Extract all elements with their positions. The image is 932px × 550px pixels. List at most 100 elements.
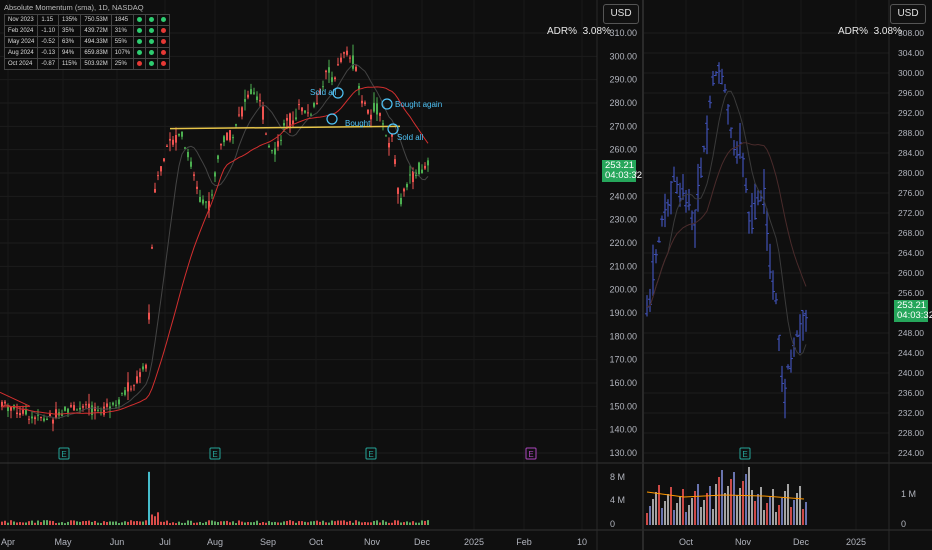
price-axis-tick: 248.00 — [898, 328, 924, 338]
stats-cell-cnt: 1845 — [110, 14, 135, 26]
volume-bar — [733, 472, 735, 525]
price-axis-tick: 160.00 — [609, 378, 637, 388]
volume-bar — [697, 484, 699, 525]
time-axis-tick: Dec — [414, 537, 431, 547]
left-chart-panel[interactable]: 310.00300.00290.00280.00270.00260.00250.… — [0, 0, 642, 550]
trade-annotation: Sold all — [310, 88, 336, 97]
signal-dot-icon — [149, 16, 155, 22]
candle-body — [91, 405, 93, 415]
stats-cell-period: Nov 2023 — [3, 14, 39, 26]
left-price-chart[interactable]: 310.00300.00290.00280.00270.00260.00250.… — [0, 0, 642, 550]
earnings-marker-icon — [58, 447, 70, 460]
volume-bar — [226, 520, 228, 525]
signal-dot-icon — [137, 49, 143, 55]
volume-bar — [97, 522, 99, 525]
volume-bar — [55, 523, 57, 525]
volume-bar — [700, 507, 702, 525]
candle-body — [325, 70, 327, 73]
earnings-marker-icon — [209, 447, 221, 460]
signal-dot-icon — [161, 60, 167, 66]
signal-dot-icon — [161, 16, 167, 22]
stats-cell-vol: 494.33M — [80, 36, 112, 48]
candle-body — [283, 123, 285, 126]
currency-selector[interactable]: USD — [603, 4, 639, 24]
earnings-marker-label: E — [368, 450, 373, 459]
candle-body — [358, 85, 360, 90]
panel-divider[interactable] — [642, 0, 644, 550]
signal-dot-icon — [149, 38, 155, 44]
candle-body — [112, 402, 114, 405]
price-axis-tick: 292.00 — [898, 108, 924, 118]
candle-body — [337, 64, 339, 66]
time-axis-tick: Dec — [793, 537, 810, 547]
volume-bar — [760, 487, 762, 525]
candle-body — [109, 406, 111, 409]
trade-annotation: Sold all — [397, 133, 423, 142]
volume-bar — [115, 521, 117, 525]
candle-body — [46, 418, 48, 420]
volume-bar — [670, 487, 672, 525]
candle-body — [259, 100, 261, 102]
volume-bar — [754, 501, 756, 525]
stats-signal-cell — [157, 58, 171, 70]
candle-body — [265, 133, 267, 135]
candle-body — [160, 166, 162, 172]
volume-bar — [766, 503, 768, 525]
candle-body — [7, 405, 9, 412]
stats-cell-period: Feb 2024 — [3, 25, 39, 37]
candle-body — [304, 110, 306, 113]
trade-annotation: Bought — [345, 119, 371, 128]
candle-body — [217, 155, 219, 160]
candle-body — [136, 376, 138, 383]
stats-cell-cnt: 107% — [110, 47, 135, 59]
moving-average-long — [0, 86, 429, 415]
candle-body — [253, 92, 255, 94]
candle-body — [34, 417, 36, 420]
candle-body — [169, 138, 171, 141]
bar-countdown: 04:03:32 — [605, 170, 642, 181]
candle-body — [79, 407, 81, 410]
right-price-chart[interactable]: 308.00 304.00 300.00 296.00 292.00 288.00 284.… — [644, 0, 932, 550]
price-axis-tick: 284.00 — [898, 148, 924, 158]
volume-bar — [247, 521, 249, 525]
time-axis-tick: Aug — [207, 537, 223, 547]
signal-dot-icon — [137, 38, 143, 44]
volume-bar — [652, 499, 654, 525]
volume-bar — [301, 521, 303, 525]
stats-cell-pct: 35% — [58, 25, 82, 37]
resistance-line — [169, 125, 401, 130]
stats-signal-cell — [133, 36, 147, 48]
price-axis-tick: 228.00 — [898, 428, 924, 438]
volume-bar — [781, 498, 783, 525]
volume-bar — [37, 520, 39, 525]
stats-row: May 2024 -0.52 63% 494.33M 55% — [3, 36, 171, 48]
volume-bar — [220, 521, 222, 525]
volume-bar — [193, 522, 195, 525]
volume-bar — [391, 522, 393, 525]
signal-dot-icon — [149, 27, 155, 33]
volume-bar — [784, 491, 786, 525]
volume-bar — [328, 522, 330, 525]
candle-body — [241, 107, 243, 117]
volume-bar — [757, 494, 759, 525]
signal-dot-icon — [137, 16, 143, 22]
earnings-marker-label: E — [528, 450, 533, 459]
volume-bar — [13, 521, 15, 525]
candle-body — [202, 199, 204, 204]
price-axis-tick: 190.00 — [609, 308, 637, 318]
candle-body — [85, 404, 87, 406]
time-axis-tick: 10 — [577, 537, 587, 547]
stats-signal-cell — [145, 47, 159, 59]
candle-body — [364, 102, 366, 104]
volume-bar — [43, 520, 45, 525]
right-chart-panel[interactable]: 308.00 304.00 300.00 296.00 292.00 288.00 284.… — [644, 0, 932, 550]
candle-body — [184, 147, 186, 149]
volume-bar — [736, 495, 738, 525]
candle-body — [1, 401, 3, 407]
volume-bar — [361, 522, 363, 525]
volume-bar — [364, 522, 366, 525]
volume-bar — [289, 520, 291, 525]
candle-body — [379, 113, 381, 116]
currency-selector-right[interactable]: USD — [890, 4, 926, 24]
